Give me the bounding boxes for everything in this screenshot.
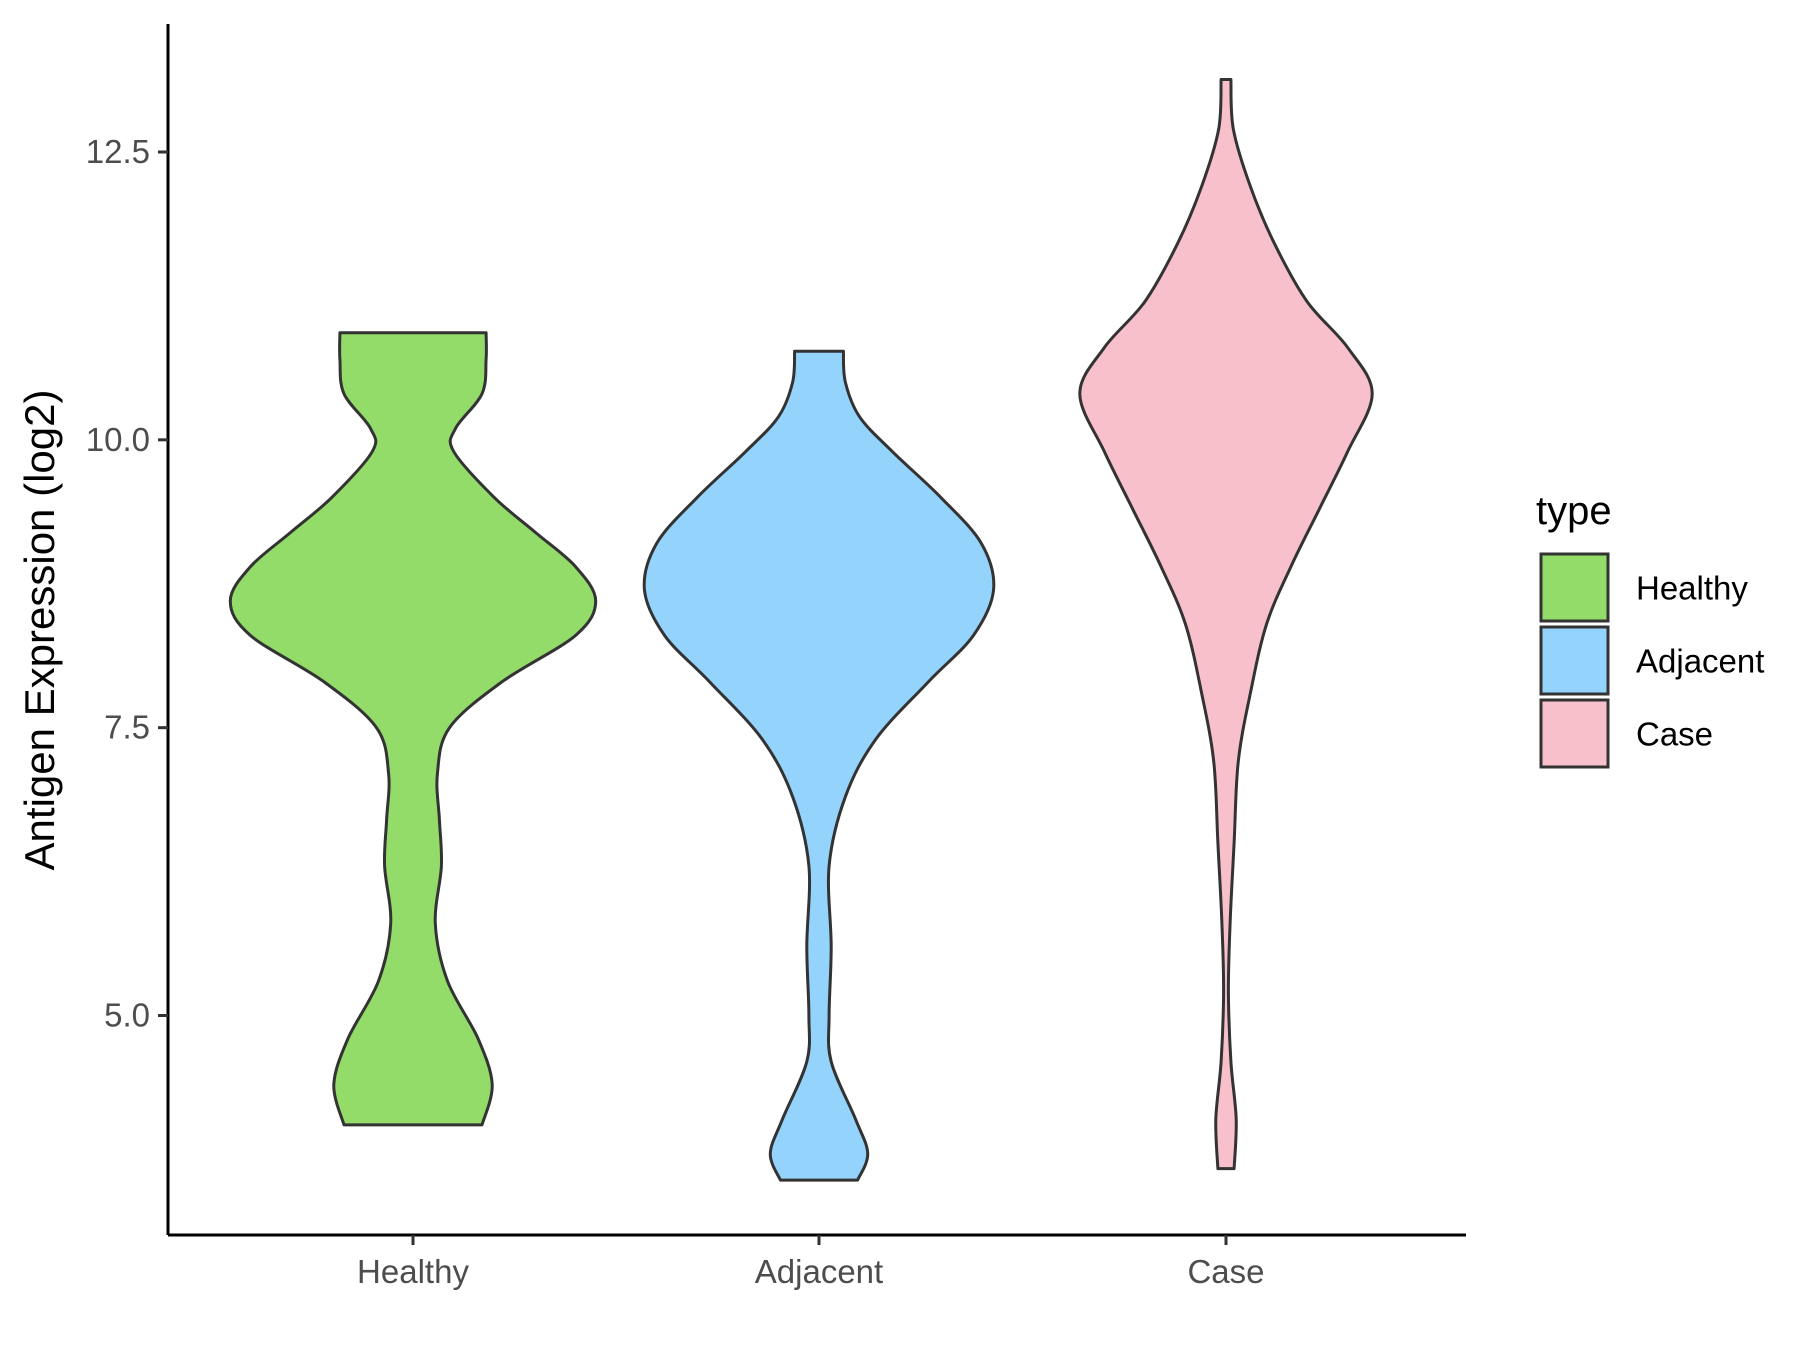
x-tick-label: Case [1187,1253,1264,1290]
legend-key-healthy [1539,552,1610,623]
legend-label-case: Case [1636,716,1713,753]
violin-case [1078,78,1374,1171]
violin-healthy [228,331,598,1127]
y-axis-title: Antigen Expression (log2) [16,390,63,871]
legend-label-healthy: Healthy [1636,570,1748,607]
y-tick-label: 12.5 [86,133,150,170]
x-ticks: Healthy Adjacent Case [357,1235,1265,1290]
violin-adjacent [642,349,996,1182]
violin-layer [228,78,1374,1182]
y-tick-label: 7.5 [104,709,150,746]
legend-key-case [1539,698,1610,769]
legend-title: type [1536,489,1612,533]
x-tick-label: Healthy [357,1253,469,1290]
y-tick-label: 10.0 [86,421,150,458]
legend: type Healthy Adjacent Case [1536,489,1764,769]
y-ticks: 5.0 7.5 10.0 12.5 [86,133,168,1034]
legend-key-adjacent [1539,625,1610,696]
y-tick-label: 5.0 [104,997,150,1034]
axes-layer [166,24,1466,1237]
legend-label-adjacent: Adjacent [1636,643,1764,680]
x-tick-label: Adjacent [755,1253,883,1290]
